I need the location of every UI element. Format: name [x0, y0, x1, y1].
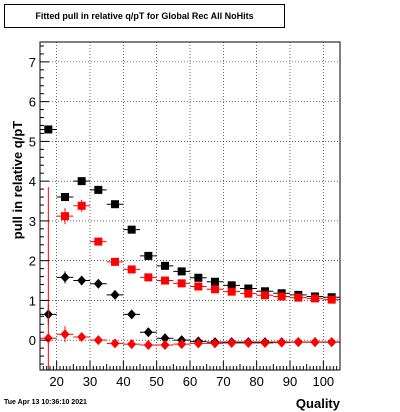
data-point-square	[127, 265, 136, 274]
data-point-diamond	[93, 278, 103, 289]
x-tick-label: 70	[216, 374, 230, 389]
data-point-square	[61, 193, 69, 202]
x-tick-label: 30	[83, 374, 97, 389]
data-point-square	[61, 212, 69, 221]
series-1	[56, 199, 340, 304]
data-point-square	[127, 225, 136, 234]
x-tick-label: 90	[283, 374, 297, 389]
data-point-square	[94, 237, 103, 246]
data-point-square	[244, 284, 253, 293]
y-tick-label: 6	[29, 95, 36, 110]
data-point-square	[177, 267, 186, 276]
y-tick-label: 1	[29, 293, 36, 308]
data-point-square	[144, 251, 153, 260]
data-point-diamond	[110, 338, 120, 349]
y-tick-label: 5	[29, 134, 36, 149]
data-point-diamond	[260, 337, 270, 348]
data-point-square	[44, 125, 53, 134]
data-point-square	[161, 261, 169, 270]
data-point-square	[144, 273, 153, 282]
x-tick-label: 50	[149, 374, 163, 389]
data-point-square	[261, 291, 269, 300]
chart-title: Fitted pull in relative q/pT for Global …	[35, 11, 254, 21]
data-point-diamond	[177, 339, 187, 350]
data-point-diamond	[127, 309, 137, 320]
series-3	[40, 187, 340, 370]
y-tick-label: 4	[29, 174, 36, 189]
x-axis-label: Quality	[296, 396, 341, 411]
data-point-diamond	[43, 333, 53, 344]
data-point-square	[194, 273, 203, 282]
x-tick-label: 80	[249, 374, 263, 389]
data-point-diamond	[77, 275, 87, 286]
data-point-square	[277, 292, 286, 301]
data-point-diamond	[60, 329, 70, 340]
data-point-diamond	[310, 337, 320, 348]
data-point-diamond	[243, 337, 253, 348]
x-tick-label: 40	[116, 374, 130, 389]
grid-layer	[40, 42, 340, 370]
y-tick-label: 0	[29, 333, 36, 348]
data-point-diamond	[227, 337, 237, 348]
x-tick-label: 100	[312, 374, 334, 389]
data-point-diamond	[327, 337, 337, 348]
data-point-diamond	[143, 327, 153, 338]
data-point-diamond	[143, 339, 153, 350]
data-point-square	[294, 293, 303, 302]
data-point-square	[311, 294, 319, 303]
timestamp: Tue Apr 13 10:36:10 2021	[4, 399, 87, 406]
data-point-diamond	[127, 339, 137, 350]
data-point-diamond	[277, 337, 287, 348]
data-point-square	[77, 177, 86, 186]
y-tick-label: 7	[29, 55, 36, 70]
data-point-diamond	[210, 338, 220, 349]
axes-layer: 20 30 40 50 60 70 80 90 100 0 1 2 3 4 5 6 7	[29, 41, 341, 389]
data-point-square	[211, 277, 219, 286]
data-point-square	[327, 295, 336, 304]
data-point-square	[111, 257, 119, 266]
chart-title-box: Fitted pull in relative q/pT for Global …	[4, 4, 285, 28]
y-axis-label: pull in relative q/pT	[10, 121, 25, 240]
data-point-square	[111, 200, 119, 209]
data-point-square	[161, 276, 169, 285]
data-point-diamond	[93, 335, 103, 346]
data-point-square	[227, 281, 236, 290]
y-tick-label: 3	[29, 214, 36, 229]
data-point-diamond	[193, 338, 203, 349]
data-point-square	[77, 201, 86, 210]
data-point-square	[194, 282, 203, 291]
data-point-diamond	[60, 272, 70, 283]
data-point-diamond	[293, 337, 303, 348]
y-tick-label: 2	[29, 254, 36, 269]
data-point-square	[211, 285, 219, 294]
data-point-diamond	[160, 339, 170, 350]
data-point-diamond	[160, 333, 170, 344]
data-point-diamond	[77, 332, 87, 343]
data-point-diamond	[110, 289, 120, 300]
data-layer	[40, 125, 340, 370]
x-tick-label: 60	[183, 374, 197, 389]
data-point-square	[244, 289, 253, 298]
data-point-square	[94, 185, 103, 194]
data-point-square	[227, 287, 236, 296]
x-tick-label: 20	[49, 374, 63, 389]
data-point-square	[177, 279, 186, 288]
